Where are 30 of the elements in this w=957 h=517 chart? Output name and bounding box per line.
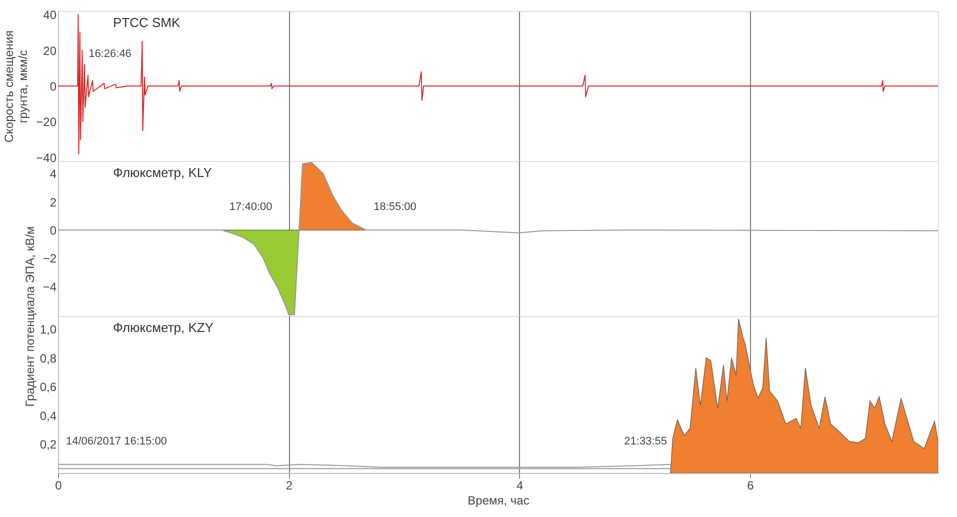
y-tick-label: −40 (36, 150, 57, 165)
y-tick-label: −20 (36, 115, 57, 130)
annotation: 21:33:55 (624, 435, 667, 448)
chart-title: Флюксметр, KZY (113, 320, 214, 335)
annotation: 18:55:00 (374, 201, 416, 214)
y-tick-label: 40 (43, 8, 57, 22)
x-tick-label: 2 (286, 478, 293, 492)
y-tick-label: 4 (50, 167, 57, 182)
y-axis-title: Скорость смещения грунта, мкм/с (2, 30, 30, 143)
chart-title: Флюксметр, KLY (113, 165, 212, 180)
y-tick-label: 0 (50, 224, 57, 238)
x-tick-label: 6 (747, 478, 754, 492)
annotation: 17:40:00 (229, 201, 272, 214)
chart-title: PTCC SMK (113, 15, 180, 30)
x-tick-label: 4 (516, 478, 524, 492)
y-tick-label: −4 (42, 280, 57, 294)
y-tick-label: 2 (50, 195, 57, 210)
y-tick-label: −2 (42, 252, 57, 266)
y-axis-title: Градиент потенциала ЭПА, кВ/м (22, 226, 37, 407)
annotation: 14/06/2017 16:15:00 (66, 435, 167, 448)
y-tick-label: 1,0 (40, 322, 57, 336)
y-tick-label: 0,8 (40, 351, 57, 366)
x-axis-title: Время, час (468, 494, 530, 508)
line-series (58, 14, 938, 154)
annotation: 16:26:46 (88, 48, 132, 60)
y-tick-label: 0,4 (40, 408, 57, 423)
y-tick-label: 0,2 (40, 438, 57, 452)
y-tick-label: 20 (43, 44, 57, 58)
y-tick-label: 0 (50, 80, 57, 94)
y-tick-label: 0,6 (40, 380, 57, 394)
